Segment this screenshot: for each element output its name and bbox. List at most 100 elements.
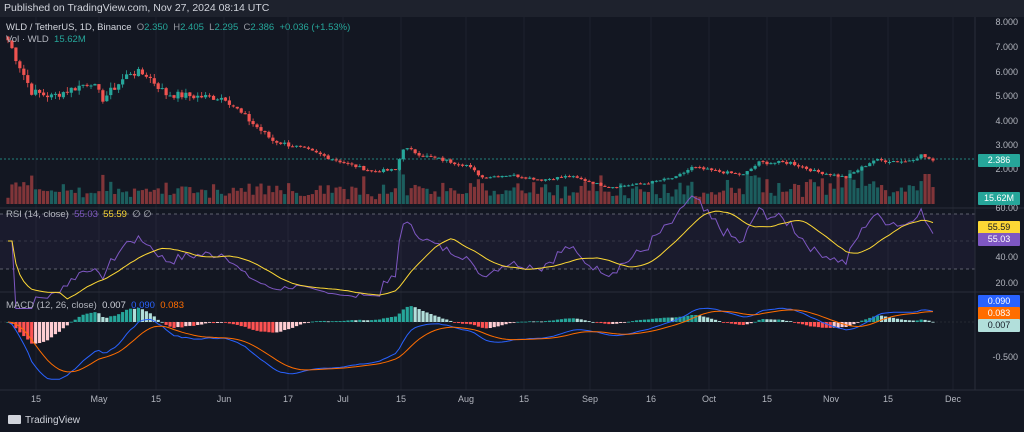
macd-hist-bar-107 bbox=[429, 313, 433, 322]
candle-body-80 bbox=[322, 154, 326, 156]
volume-bar-31 bbox=[128, 196, 133, 204]
macd-hist-bar-69 bbox=[279, 322, 283, 332]
macd-hist-bar-47 bbox=[192, 322, 196, 326]
tradingview-logo[interactable]: TradingView bbox=[8, 414, 80, 428]
volume-bar-223 bbox=[887, 196, 892, 204]
macd-hist-bar-22 bbox=[93, 312, 97, 322]
candle-body-230 bbox=[915, 158, 919, 161]
volume-bar-34 bbox=[140, 190, 145, 204]
macd-hist-bar-113 bbox=[453, 322, 457, 323]
volume-bar-148 bbox=[591, 182, 595, 204]
macd-hist-bar-185 bbox=[737, 322, 741, 325]
macd-hist-bar-82 bbox=[330, 321, 334, 323]
macd-hist-bar-57 bbox=[231, 322, 235, 325]
candle-body-217 bbox=[864, 166, 868, 168]
candle-body-155 bbox=[619, 185, 623, 188]
volume-bar-95 bbox=[381, 184, 386, 204]
volume-bar-129 bbox=[516, 183, 520, 204]
symbol-legend[interactable]: WLD / TetherUS, 1D, Binance O2.350 H2.40… bbox=[6, 22, 350, 34]
candle-body-52 bbox=[211, 95, 216, 100]
volume-bar-54 bbox=[219, 193, 224, 204]
price-tick-7: 7.000 bbox=[995, 42, 1018, 52]
macd-hist-bar-103 bbox=[413, 307, 417, 322]
volume-bar-29 bbox=[121, 192, 125, 204]
candle-body-57 bbox=[231, 105, 235, 107]
macd-hist-bar-215 bbox=[856, 322, 860, 323]
volume-bar-224 bbox=[891, 192, 896, 204]
macd-hist-bar-178 bbox=[710, 318, 714, 322]
candle-body-216 bbox=[860, 166, 864, 171]
candle-body-73 bbox=[294, 145, 299, 147]
candle-body-171 bbox=[682, 172, 686, 174]
macd-hist-bar-158 bbox=[630, 321, 635, 322]
volume-bar-126 bbox=[504, 190, 508, 204]
volume-legend[interactable]: Vol · WLD 15.62M bbox=[6, 34, 86, 46]
volume-bar-0 bbox=[6, 197, 10, 204]
macd-hist-bar-71 bbox=[287, 322, 291, 330]
volume-bar-174 bbox=[694, 196, 698, 204]
macd-hist-bar-180 bbox=[717, 321, 722, 322]
candle-body-82 bbox=[330, 159, 334, 161]
candle-body-132 bbox=[528, 177, 532, 179]
candle-body-44 bbox=[180, 92, 184, 98]
macd-hist-bar-166 bbox=[662, 317, 666, 322]
macd-hist-bar-89 bbox=[358, 319, 362, 322]
macd-hist-bar-135 bbox=[540, 321, 544, 323]
macd-hist-bar-145 bbox=[579, 319, 583, 322]
candle-body-125 bbox=[500, 175, 504, 178]
macd-hist-bar-24 bbox=[101, 317, 105, 322]
volume-bar-216 bbox=[860, 170, 864, 204]
candle-body-66 bbox=[267, 131, 271, 138]
volume-bar-75 bbox=[302, 196, 307, 204]
volume-bar-49 bbox=[200, 189, 204, 204]
candle-body-58 bbox=[235, 106, 239, 109]
volume-bar-77 bbox=[310, 194, 314, 204]
volume-bar-72 bbox=[291, 191, 295, 204]
candle-body-95 bbox=[381, 169, 386, 173]
macd-hist-bar-183 bbox=[729, 322, 733, 324]
symbol-name[interactable]: WLD / TetherUS, 1D, Binance bbox=[6, 22, 132, 33]
candle-body-144 bbox=[575, 176, 579, 178]
candle-body-142 bbox=[567, 176, 571, 178]
candle-body-227 bbox=[903, 161, 907, 163]
hist-badge: 0.007 bbox=[978, 319, 1020, 332]
candle-body-75 bbox=[302, 146, 307, 148]
candle-body-206 bbox=[820, 171, 824, 175]
volume-bar-114 bbox=[457, 193, 461, 204]
volume-bar-97 bbox=[389, 192, 394, 204]
volume-bar-234 bbox=[931, 187, 935, 204]
macd-hist-bar-192 bbox=[765, 319, 769, 322]
volume-bar-161 bbox=[642, 191, 647, 204]
volume-value: 15.62M bbox=[54, 34, 86, 45]
volume-bar-176 bbox=[702, 192, 706, 204]
candle-body-74 bbox=[298, 145, 303, 147]
macd-legend[interactable]: MACD (12, 26, close) 0.007 0.090 0.083 bbox=[6, 300, 184, 312]
macd-hist-bar-231 bbox=[919, 319, 923, 322]
macd-hist-bar-154 bbox=[615, 322, 619, 324]
volume-bar-153 bbox=[611, 195, 615, 204]
candle-body-136 bbox=[544, 179, 548, 181]
candle-body-10 bbox=[45, 95, 50, 98]
candle-body-43 bbox=[176, 91, 180, 99]
volume-bar-186 bbox=[741, 194, 745, 204]
candle-body-159 bbox=[634, 183, 639, 185]
macd-hist-bar-200 bbox=[796, 322, 801, 324]
candle-body-222 bbox=[883, 160, 888, 163]
macd-hist-bar-98 bbox=[393, 316, 397, 322]
volume-bar-231 bbox=[919, 181, 923, 204]
volume-badge: 15.62M bbox=[978, 192, 1020, 205]
volume-bar-26 bbox=[109, 181, 113, 204]
volume-bar-177 bbox=[706, 193, 710, 204]
candle-body-147 bbox=[587, 180, 591, 182]
macd-hist-bar-160 bbox=[638, 319, 643, 322]
macd-hist-bar-67 bbox=[271, 322, 275, 333]
volume-bar-96 bbox=[385, 193, 390, 204]
rsi-legend[interactable]: RSI (14, close) 55.03 55.59 ∅ ∅ bbox=[6, 209, 151, 221]
volume-bar-132 bbox=[528, 192, 532, 204]
candle-body-24 bbox=[101, 90, 105, 102]
candle-body-60 bbox=[243, 113, 247, 115]
volume-bar-137 bbox=[547, 192, 552, 204]
macd-hist-bar-146 bbox=[583, 320, 587, 322]
candle-body-92 bbox=[370, 170, 374, 172]
